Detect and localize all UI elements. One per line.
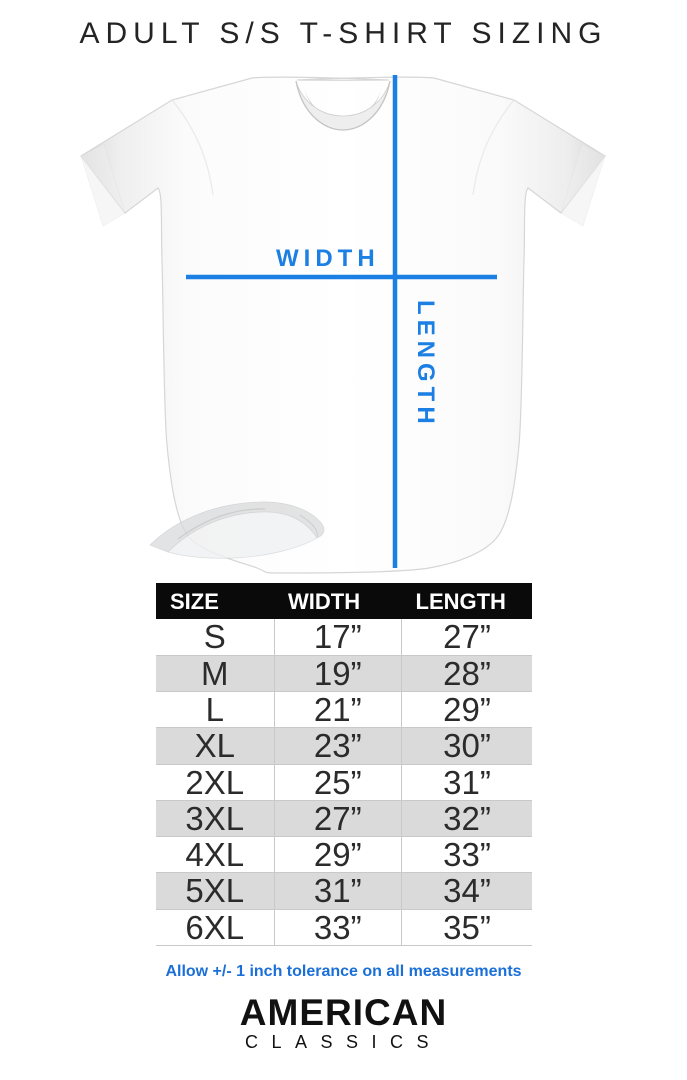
- svg-text:WIDTH: WIDTH: [276, 245, 380, 272]
- svg-text:LENGTH: LENGTH: [412, 300, 439, 429]
